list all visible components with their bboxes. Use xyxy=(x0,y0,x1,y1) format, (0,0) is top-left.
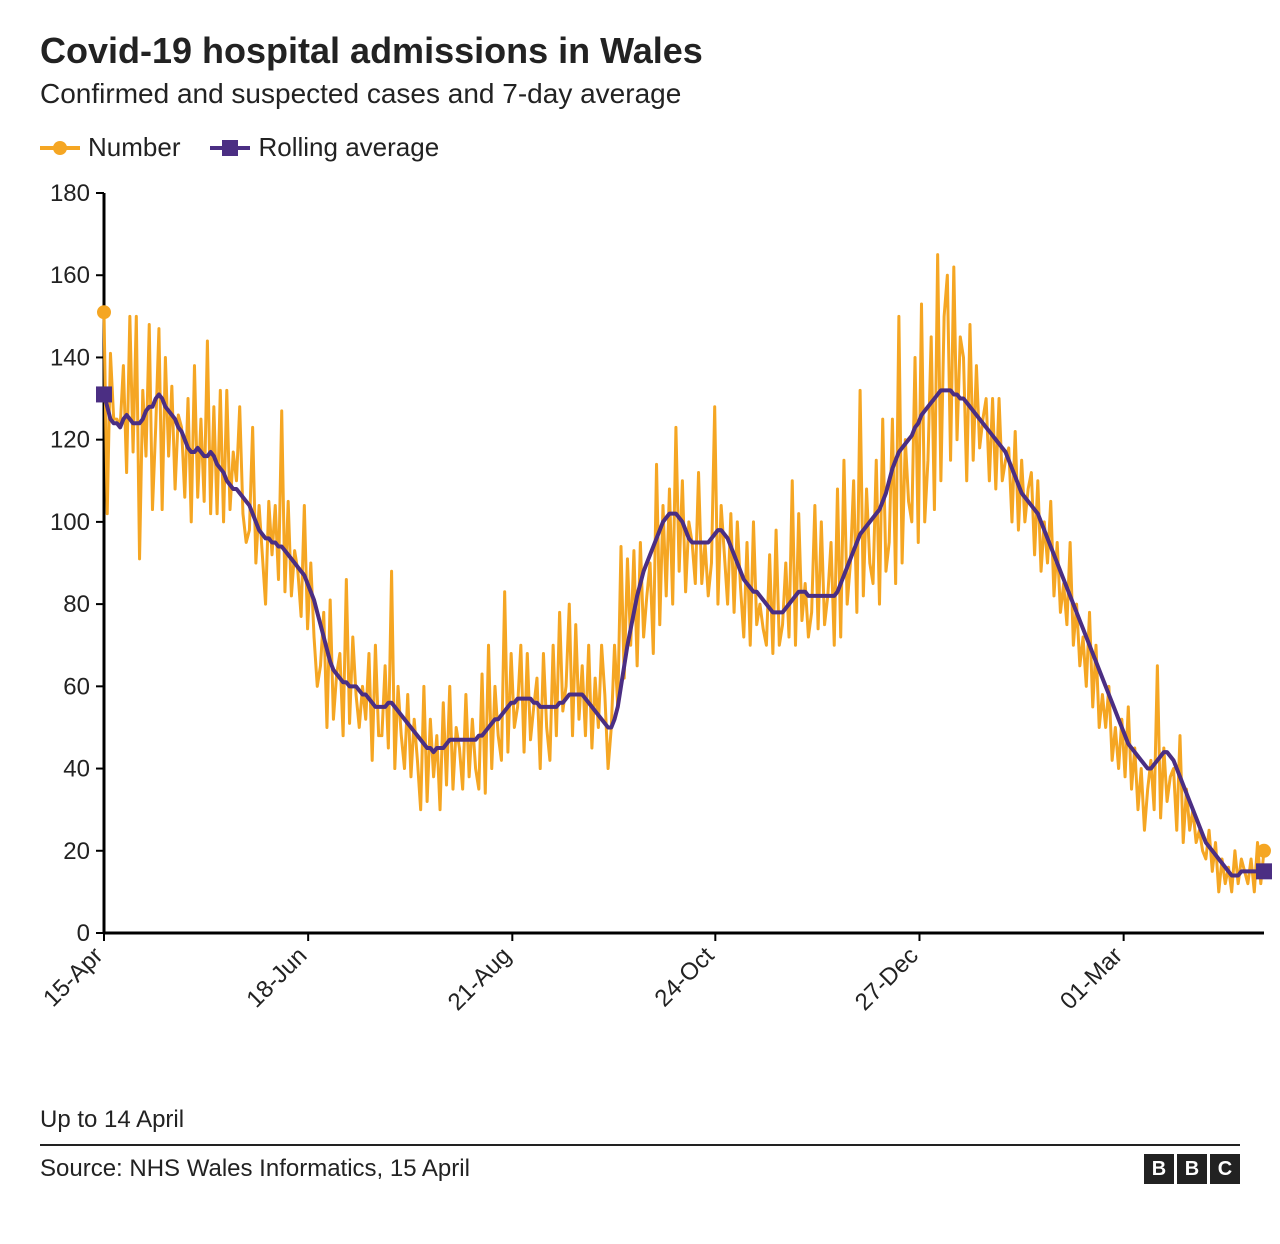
chart-title: Covid-19 hospital admissions in Wales xyxy=(40,30,1240,72)
legend-item-number: Number xyxy=(40,132,180,163)
svg-text:01-Mar: 01-Mar xyxy=(1055,942,1128,1015)
svg-text:60: 60 xyxy=(63,673,90,700)
legend-swatch-number xyxy=(40,146,80,150)
svg-text:80: 80 xyxy=(63,591,90,618)
svg-text:140: 140 xyxy=(50,344,90,371)
svg-text:40: 40 xyxy=(63,756,90,783)
svg-text:18-Jun: 18-Jun xyxy=(241,942,312,1013)
line-chart-svg: 02040608010012014016018015-Apr18-Jun21-A… xyxy=(40,173,1280,1083)
bbc-logo: BBC xyxy=(1144,1154,1240,1184)
chart-area: 02040608010012014016018015-Apr18-Jun21-A… xyxy=(40,173,1240,1088)
svg-text:180: 180 xyxy=(50,180,90,207)
chart-subtitle: Confirmed and suspected cases and 7-day … xyxy=(40,78,1240,110)
legend-item-rolling: Rolling average xyxy=(210,132,439,163)
svg-text:24-Oct: 24-Oct xyxy=(650,942,720,1012)
legend-label: Number xyxy=(88,132,180,163)
svg-text:120: 120 xyxy=(50,427,90,454)
chart-footer: Source: NHS Wales Informatics, 15 April … xyxy=(40,1144,1240,1184)
source-text: Source: NHS Wales Informatics, 15 April xyxy=(40,1155,470,1183)
svg-text:15-Apr: 15-Apr xyxy=(40,942,108,1012)
svg-text:27-Dec: 27-Dec xyxy=(850,942,924,1016)
legend-swatch-rolling xyxy=(210,146,250,150)
svg-text:21-Aug: 21-Aug xyxy=(443,942,517,1016)
chart-legend: Number Rolling average xyxy=(40,132,1240,163)
chart-note: Up to 14 April xyxy=(40,1106,1240,1134)
svg-text:20: 20 xyxy=(63,838,90,865)
svg-text:100: 100 xyxy=(50,509,90,536)
legend-label: Rolling average xyxy=(258,132,439,163)
svg-text:160: 160 xyxy=(50,262,90,289)
